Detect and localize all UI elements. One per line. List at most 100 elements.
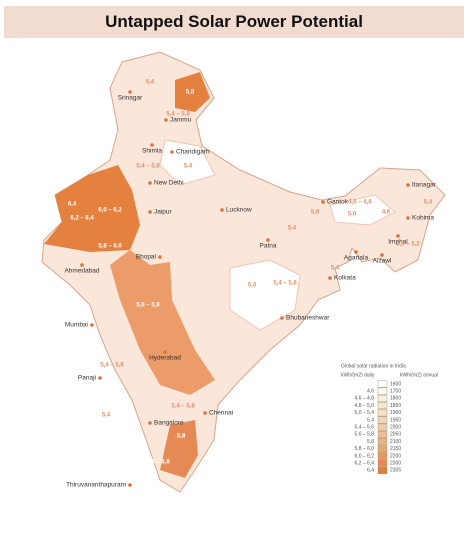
city-dot (148, 421, 152, 425)
legend-daily: 4,8 – 5,0 (355, 403, 375, 409)
city-label: Jaipur (154, 209, 173, 216)
legend-swatch (377, 394, 388, 402)
legend-annual-header: kWh/(m2) annual (400, 372, 438, 378)
city-dot (98, 376, 102, 380)
city-dot (148, 210, 152, 214)
city-dot (158, 255, 162, 259)
high-zone-ladakh (175, 72, 210, 112)
legend-swatch (377, 416, 388, 424)
zone-label: 5,4 (331, 266, 340, 272)
zone-label: 5,6 – 5,8 (146, 460, 170, 466)
legend-swatch (377, 387, 388, 395)
city-dot (380, 253, 384, 257)
city-label: Panaji (78, 375, 96, 382)
legend-annual: 2200 (390, 453, 401, 459)
city-label: Jammu (170, 117, 192, 124)
zone-label: 6,0 – 6,2 (98, 208, 122, 214)
legend-swatch (377, 402, 388, 410)
city-label: Bhubaneshwar (286, 315, 330, 322)
city-dot (280, 316, 284, 320)
city-dot (220, 208, 224, 212)
city-label: Itanagar (412, 182, 437, 189)
legend-annual: 1850 (390, 403, 401, 409)
legend-box (338, 360, 460, 478)
legend-annual: 2050 (390, 432, 401, 438)
legend-daily: 5,8 (367, 439, 374, 445)
legend-swatch (377, 445, 388, 453)
legend-swatch (377, 459, 388, 467)
zone-label: 5,4 (184, 164, 193, 170)
legend-annual: 1900 (390, 410, 401, 416)
high-zone-west (44, 165, 140, 252)
legend-daily: 4,6 (367, 389, 374, 395)
legend-daily: 5,4 (367, 417, 374, 423)
zone-label: 6,4 (68, 202, 77, 208)
legend-annual: 1950 (390, 417, 401, 423)
city-dot (164, 118, 168, 122)
zone-label: 6,2 – 6,4 (70, 216, 94, 222)
city-label: Mumbai (65, 322, 88, 329)
city-label: Aizawl (373, 258, 392, 265)
low-zone-east (229, 259, 301, 331)
zone-label: 4,6 – 4,8 (348, 200, 372, 206)
zone-label: 5,4 – 5,8 (273, 281, 297, 287)
zone-label: 5,4 – 5,8 (171, 404, 195, 410)
city-label: Bangalore (154, 420, 184, 427)
city-dot (406, 183, 410, 187)
legend-annual: 2100 (390, 439, 401, 445)
zone-label: 5,4 (102, 413, 111, 419)
title: Untapped Solar Power Potential (4, 6, 464, 38)
zone-label: 5,0 (311, 210, 320, 216)
zone-label: 5,0 – 5,2 (396, 242, 420, 248)
city-label: Shimla (142, 148, 162, 155)
legend-swatch (377, 423, 388, 431)
legend-swatch (377, 380, 388, 388)
legend-annual: 1800 (390, 396, 401, 402)
city-label: Patna (260, 243, 277, 250)
zone-label: 5,8 – 6,0 (98, 244, 122, 250)
legend-annual: 2300 (390, 461, 401, 467)
city-dot (354, 250, 358, 254)
city-label: Chennai (209, 410, 233, 417)
legend-title: Global solar radiation in India (341, 363, 406, 369)
city-dot (170, 150, 174, 154)
legend-annual: 1700 (390, 389, 401, 395)
city-label: Gantok (327, 199, 349, 206)
zone-label: 4,6 (382, 210, 391, 216)
legend-daily-header: kWh/(m2) daily (341, 372, 375, 378)
city-label: Thiruvananthapuram (66, 482, 126, 489)
zone-label: 5,8 (177, 434, 186, 440)
zone-label: 5,4 (248, 283, 257, 289)
city-dot (328, 276, 332, 280)
zone-label: 5,4 – 5,8 (100, 363, 124, 369)
high-zone-south (160, 420, 198, 478)
legend-daily: 4,6 – 4,8 (355, 396, 375, 402)
legend-annual: 1600 (390, 381, 401, 387)
city-dot (128, 90, 132, 94)
legend-daily: 5,6 – 5,8 (355, 432, 375, 438)
city-label: Imphal (388, 239, 408, 246)
city-label: Lucknow (226, 207, 252, 214)
zone-label: 5,0 (348, 212, 357, 218)
zone-label: 5,4 (424, 200, 433, 206)
legend-annual: 2150 (390, 446, 401, 452)
legend-swatch (377, 409, 388, 417)
city-label: Kohima (412, 215, 434, 222)
legend-swatch (377, 452, 388, 460)
city-label: Ahmedabad (64, 268, 99, 275)
city-dot (128, 483, 132, 487)
city-label: Chandigarh (176, 149, 210, 156)
legend-daily: 5,4 – 5,6 (355, 425, 375, 431)
city-dot (148, 181, 152, 185)
city-dot (163, 350, 167, 354)
legend-daily: 6,4 (367, 468, 374, 474)
legend-annual: 2305 (390, 468, 401, 474)
city-label: Agartala (344, 255, 369, 262)
city-dot (321, 200, 325, 204)
zone-label: 5,8 (186, 90, 195, 96)
city-label: New Delhi (154, 180, 184, 187)
city-dot (90, 323, 94, 327)
legend-daily: 6,0 – 6,2 (355, 453, 375, 459)
